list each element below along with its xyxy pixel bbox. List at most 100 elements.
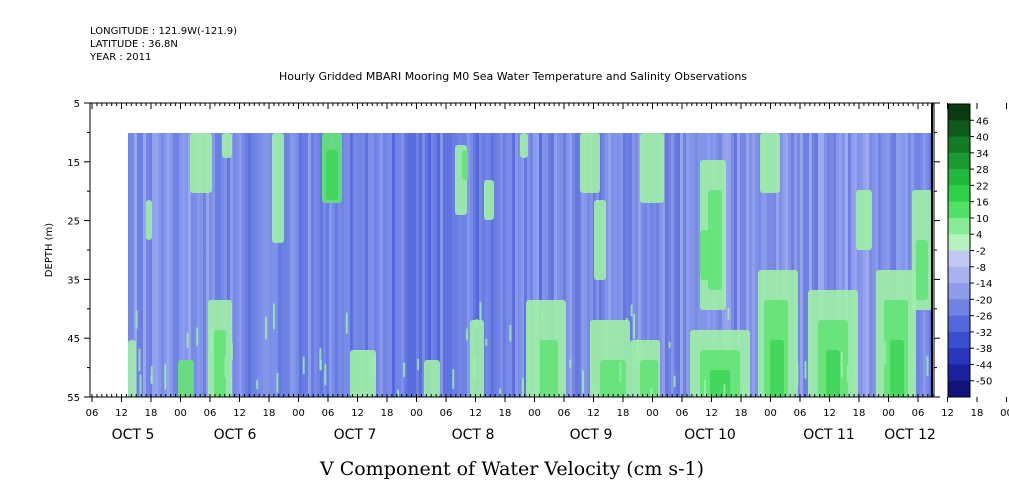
y-tick-label: 15 [67, 158, 80, 169]
x-tick-label: 12 [115, 408, 128, 419]
heatmap-cell [485, 338, 488, 346]
heatmap-cell [673, 375, 676, 388]
colorbar-label: 10 [976, 214, 989, 225]
heatmap-cell [319, 360, 322, 371]
heatmap-stripe [143, 133, 146, 397]
heatmap-stripe [533, 133, 536, 397]
heatmap-stripe [338, 133, 341, 397]
x-tick-label: 12 [705, 408, 718, 419]
colorbar-label: 16 [976, 198, 989, 209]
heatmap-stripe [278, 133, 281, 397]
heatmap-stripe [761, 133, 764, 397]
heatmap-cell [926, 355, 929, 377]
heatmap-stripe [167, 133, 170, 397]
x-tick-label: 06 [912, 408, 925, 419]
colorbar-swatch [948, 136, 970, 154]
heatmap-stripe [188, 133, 191, 397]
heatmap-cell [569, 359, 572, 368]
heatmap-cell [465, 328, 468, 341]
heatmap-stripe [797, 133, 800, 397]
colorbar-swatch [948, 364, 970, 382]
colorbar-swatch [948, 201, 970, 219]
heatmap-cell [804, 361, 807, 379]
heatmap-stripe [764, 133, 767, 397]
colorbar-label: 4 [976, 230, 982, 241]
colorbar-label: -50 [976, 377, 992, 388]
x-tick-label: 18 [853, 408, 866, 419]
heatmap-stripe [257, 133, 260, 397]
x-axis: 06 12 18 00 06 12 18 00 06 12 18 00 06 12 18 00 06 12 18 00… [86, 103, 1009, 419]
heatmap-stripe [530, 133, 533, 397]
x-day-label: OCT 5 [112, 427, 155, 443]
heatmap-cell [890, 340, 904, 397]
heatmap-stripe [368, 133, 371, 397]
x-tick-label: 06 [322, 408, 335, 419]
heatmap-cell [360, 389, 363, 397]
heatmap-cell [319, 348, 322, 370]
chart-title: Hourly Gridded MBARI Mooring M0 Sea Wate… [279, 70, 747, 83]
heatmap-stripe [359, 133, 362, 397]
heatmap-stripe [137, 133, 140, 397]
heatmap-cell [128, 340, 136, 397]
heatmap-stripe [758, 133, 761, 397]
heatmap-stripe [407, 133, 410, 397]
heatmap-stripe [869, 133, 872, 397]
heatmap-stripe [851, 133, 854, 397]
heatmap-stripe [749, 133, 752, 397]
heatmap-cell [625, 317, 628, 329]
x-tick-label: 06 [794, 408, 807, 419]
heatmap-stripe [305, 133, 308, 397]
heatmap-cell [462, 150, 468, 180]
heatmap-stripe [320, 133, 323, 397]
x-tick-label: 18 [617, 408, 630, 419]
heatmap-stripe [812, 133, 815, 397]
heatmap-stripe [293, 133, 296, 397]
heatmap-cell [916, 240, 928, 300]
heatmap-cell [826, 350, 840, 397]
heatmap-cell [479, 302, 482, 326]
heatmap-stripe [227, 133, 230, 397]
colorbar-swatch [948, 299, 970, 317]
heatmap-stripe [443, 133, 446, 397]
heatmap-stripe [392, 133, 395, 397]
heatmap-stripe [908, 133, 911, 397]
heatmap-stripe [131, 133, 134, 397]
heatmap-cell [475, 319, 478, 327]
heatmap-stripe [434, 133, 437, 397]
heatmap-stripe [665, 133, 668, 397]
heatmap-stripe [221, 133, 224, 397]
heatmap-stripe [578, 133, 581, 397]
heatmap-stripe [518, 133, 521, 397]
heatmap-stripe [497, 133, 500, 397]
colorbar-swatch [948, 169, 970, 186]
x-tick-label: 18 [499, 408, 512, 419]
heatmap-stripe [302, 133, 305, 397]
heatmap-stripe [134, 133, 137, 397]
colorbar-label: -14 [976, 279, 992, 290]
heatmap-stripe [521, 133, 524, 397]
heatmap-stripe [161, 133, 164, 397]
heatmap-stripe [656, 133, 659, 397]
heatmap-cell [619, 362, 622, 382]
colorbar-swatch [948, 234, 970, 251]
heatmap-stripe [329, 133, 332, 397]
x-axis-label: V Component of Water Velocity (cm s-1) [319, 458, 704, 480]
heatmap-stripe [461, 133, 464, 397]
colorbar-swatch [948, 348, 970, 365]
heatmap-stripe [560, 133, 563, 397]
heatmap-cell [417, 358, 420, 370]
heatmap-stripe [509, 133, 512, 397]
y-tick-label: 45 [67, 334, 80, 345]
plot-area [89, 102, 935, 398]
x-day-label: OCT 7 [334, 427, 377, 443]
heatmap-cell [640, 133, 664, 203]
heatmap-stripe [479, 133, 482, 397]
heatmap-stripe [260, 133, 263, 397]
x-axis-day-labels: OCT 5 OCT 6 OCT 7 OCT 8 OCT 9 OCT 10 OCT 11 OCT… [112, 427, 936, 443]
heatmap-cell [582, 370, 585, 394]
heatmap-stripe [536, 133, 539, 397]
heatmap-stripe [692, 133, 695, 397]
heatmap-cell [840, 352, 843, 378]
heatmap-stripe [677, 133, 680, 397]
x-tick-label: 06 [86, 408, 99, 419]
